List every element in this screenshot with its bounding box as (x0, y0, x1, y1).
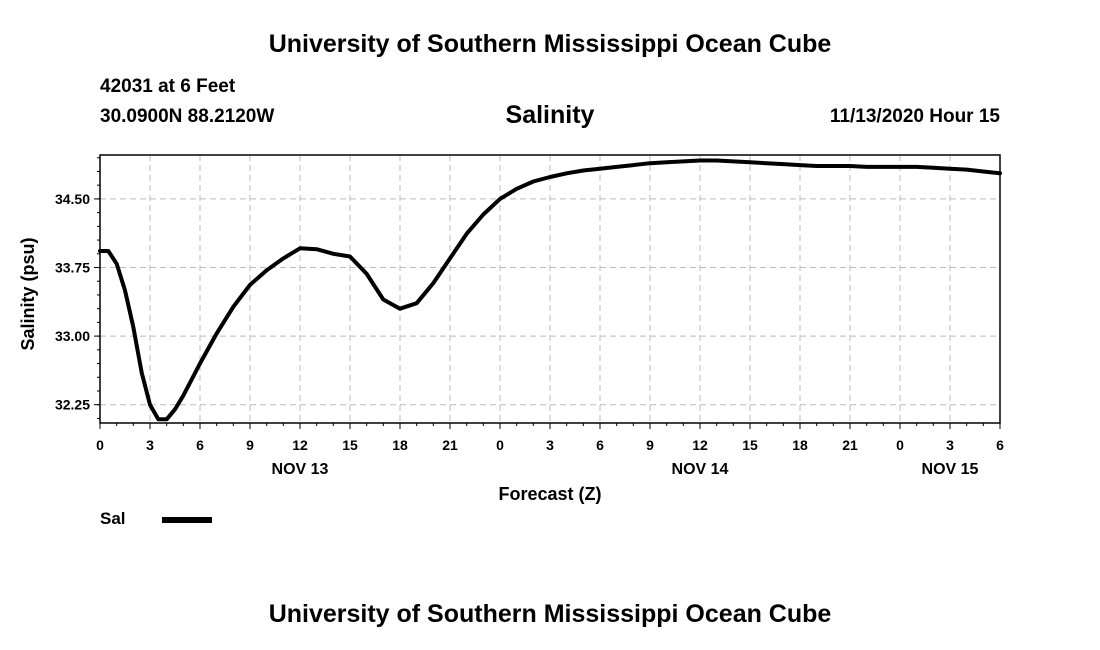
y-axis-label: Salinity (psu) (18, 237, 38, 350)
x-tick-label: 6 (596, 437, 604, 453)
station-label: 42031 at 6 Feet (100, 76, 236, 97)
x-tick-label: 15 (742, 437, 758, 453)
x-tick-label: 21 (442, 437, 458, 453)
x-tick-label: 0 (496, 437, 504, 453)
x-tick-label: 6 (196, 437, 204, 453)
x-tick-label: 9 (246, 437, 254, 453)
x-tick-label: 6 (996, 437, 1004, 453)
x-tick-label: 21 (842, 437, 858, 453)
y-tick-label: 34.50 (55, 191, 90, 207)
date-label: NOV 14 (672, 461, 729, 478)
series (98, 158, 1002, 422)
x-tick-label: 0 (896, 437, 904, 453)
y-tick-label: 32.25 (55, 397, 90, 413)
y-tick-label: 33.75 (55, 260, 90, 276)
x-tick-label: 3 (946, 437, 954, 453)
footer-title: University of Southern Mississippi Ocean… (268, 600, 832, 628)
x-tick-label: 18 (392, 437, 408, 453)
x-tick-label: 3 (546, 437, 554, 453)
datetime-label: 11/13/2020 Hour 15 (829, 106, 1000, 127)
coordinates-label: 30.0900N 88.2120W (100, 106, 275, 127)
axes: 32.25 33.00 33.75 34.50 0 3 6 9 12 15 18 21 0 3 6 9 12 15… (18, 157, 1004, 504)
legend-label: Sal (100, 509, 126, 528)
y-tick-label: 33.00 (55, 328, 90, 344)
page-title: University of Southern Mississippi Ocean… (268, 30, 832, 58)
x-tick-label: 12 (692, 437, 708, 453)
chart-title: Salinity (505, 101, 595, 129)
legend-swatch (162, 517, 212, 523)
x-tick-label: 12 (292, 437, 308, 453)
date-label: NOV 15 (922, 461, 979, 478)
x-tick-label: 18 (792, 437, 808, 453)
x-tick-label: 15 (342, 437, 358, 453)
x-axis-label: Forecast (Z) (498, 484, 601, 504)
date-label: NOV 13 (272, 461, 329, 478)
x-tick-label: 0 (96, 437, 104, 453)
series-line-sal (98, 158, 1002, 422)
x-tick-label: 9 (646, 437, 654, 453)
grid (100, 155, 1000, 423)
x-tick-label: 3 (146, 437, 154, 453)
plot-frame (99, 154, 1001, 424)
